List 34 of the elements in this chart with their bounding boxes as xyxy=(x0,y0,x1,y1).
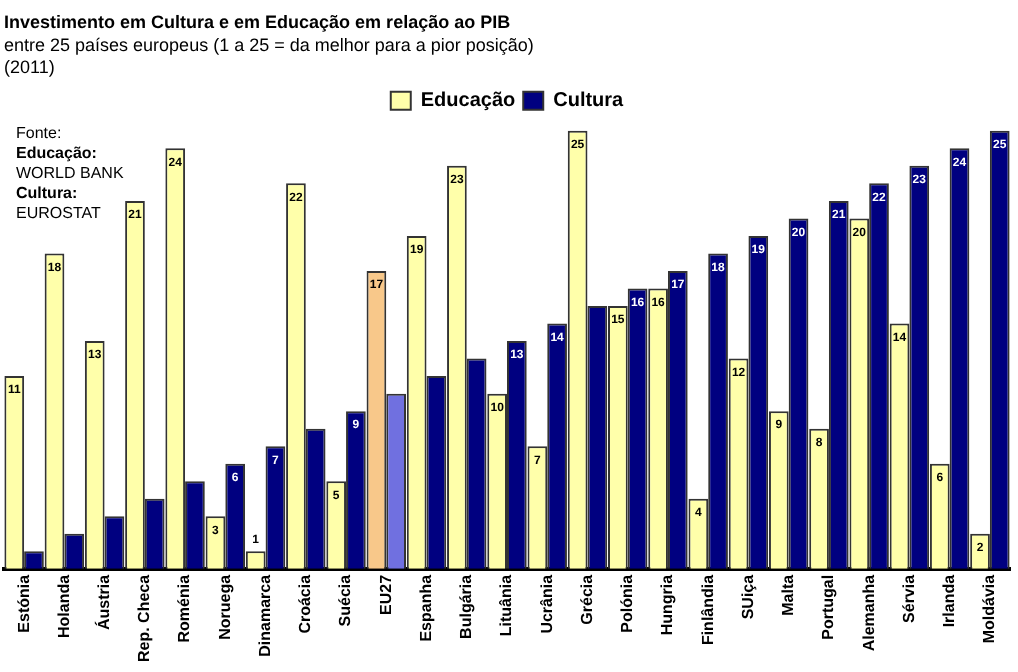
x-tick-label: Noruega xyxy=(215,573,234,640)
x-tick-label: Dinamarca xyxy=(255,573,274,657)
x-tick-label: Roménia xyxy=(175,573,194,643)
annotation: EUROSTAT xyxy=(16,204,103,224)
x-tick-label: EU27 xyxy=(376,573,395,615)
x-tick-label: Malta xyxy=(779,573,798,616)
x-tick-label: Ucrânia xyxy=(537,573,556,634)
x-tick-label: Irlanda xyxy=(940,573,959,628)
x-tick-label: Suécia xyxy=(336,573,355,627)
x-tick-label: Finlândia xyxy=(698,573,717,646)
annotation: Cultura: xyxy=(16,184,80,204)
legend-label: Educação xyxy=(420,90,516,113)
x-tick-label: Polónia xyxy=(618,573,637,633)
x-tick-label: Grécia xyxy=(577,573,596,625)
x-tick-label: Espanha xyxy=(416,573,435,642)
annotation: Educação: xyxy=(16,144,99,164)
x-tick-label: SUiça xyxy=(738,573,757,620)
annotation: WORLD BANK xyxy=(16,164,124,184)
x-tick-label: Moldávia xyxy=(980,573,999,644)
x-tick-label: Holanda xyxy=(54,573,73,638)
x-tick-label: Croácia xyxy=(296,573,315,634)
x-tick-label: Hungria xyxy=(658,573,677,636)
chart-subtitle: entre 25 países europeus (1 a 25 = da melhor para a pior posição) (2011) xyxy=(4,35,534,77)
x-tick-label: Alemanha xyxy=(859,573,878,652)
x-tick-label: Áustria xyxy=(93,573,114,630)
legend-label: Cultura xyxy=(553,90,625,113)
chart-title: Investimento em Cultura e em Educação em relação ao PIB xyxy=(4,11,512,32)
x-tick-label: Portugal xyxy=(819,574,838,640)
x-tick-label: Bulgária xyxy=(457,573,476,639)
annotation: Fonte: xyxy=(16,124,64,144)
x-tick-label: Lituânia xyxy=(497,573,516,637)
x-tick-label: Estónia xyxy=(14,573,33,633)
x-tick-label: Sérvia xyxy=(899,573,918,623)
x-tick-label: Rep. Checa xyxy=(135,573,154,663)
